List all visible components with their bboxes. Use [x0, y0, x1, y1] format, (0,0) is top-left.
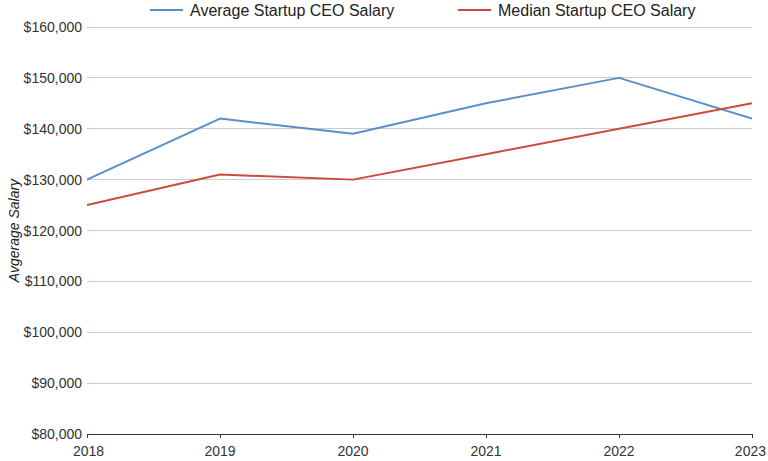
y-axis-label: Avgerage Salary: [6, 178, 22, 283]
chart: $80,000 $90,000 $100,000 $110,000 $120,000 $1…: [0, 0, 768, 461]
legend-swatch: [150, 9, 183, 11]
y-tick-label: $90,000: [31, 375, 82, 391]
y-tick-label: $100,000: [24, 324, 83, 340]
grid-line: [87, 281, 752, 282]
grid-line: [87, 230, 752, 231]
y-tick-label: $150,000: [24, 70, 83, 86]
grid-line: [87, 383, 752, 384]
x-tick: [486, 434, 487, 438]
x-tick-label: 2018: [73, 443, 104, 459]
legend-label: Average Startup CEO Salary: [190, 2, 394, 19]
y-tick-label: $130,000: [24, 172, 83, 188]
x-tick: [619, 434, 620, 438]
grid-line: [87, 434, 752, 435]
y-tick-label: $120,000: [24, 223, 83, 239]
x-tick-label: 2019: [204, 443, 235, 459]
x-tick-label: 2021: [470, 443, 501, 459]
y-tick-label: $110,000: [25, 273, 83, 289]
x-tick: [87, 434, 88, 438]
y-tick-label: $140,000: [24, 121, 83, 137]
x-tick: [220, 434, 221, 438]
grid-line: [87, 77, 752, 78]
x-tick: [752, 434, 753, 438]
legend: Average Startup CEO Salary Median Startup…: [150, 2, 695, 19]
grid-line: [87, 128, 752, 129]
grid-line: [87, 179, 752, 180]
plot-area: [87, 78, 752, 205]
grid-line: [87, 27, 752, 28]
series-line: [87, 103, 752, 205]
legend-label: Median Startup CEO Salary: [498, 2, 695, 19]
y-tick-label: $80,000: [31, 426, 82, 442]
x-tick: [353, 434, 354, 438]
series-line: [87, 78, 752, 180]
grid-line: [87, 332, 752, 333]
x-axis-line: [87, 434, 752, 435]
x-tick-label: 2020: [337, 443, 368, 459]
x-tick-label: 2023: [735, 443, 766, 459]
legend-swatch: [458, 9, 491, 11]
y-grid: [87, 27, 752, 434]
y-tick-label: $160,000: [24, 19, 83, 35]
x-tick-label: 2022: [603, 443, 634, 459]
